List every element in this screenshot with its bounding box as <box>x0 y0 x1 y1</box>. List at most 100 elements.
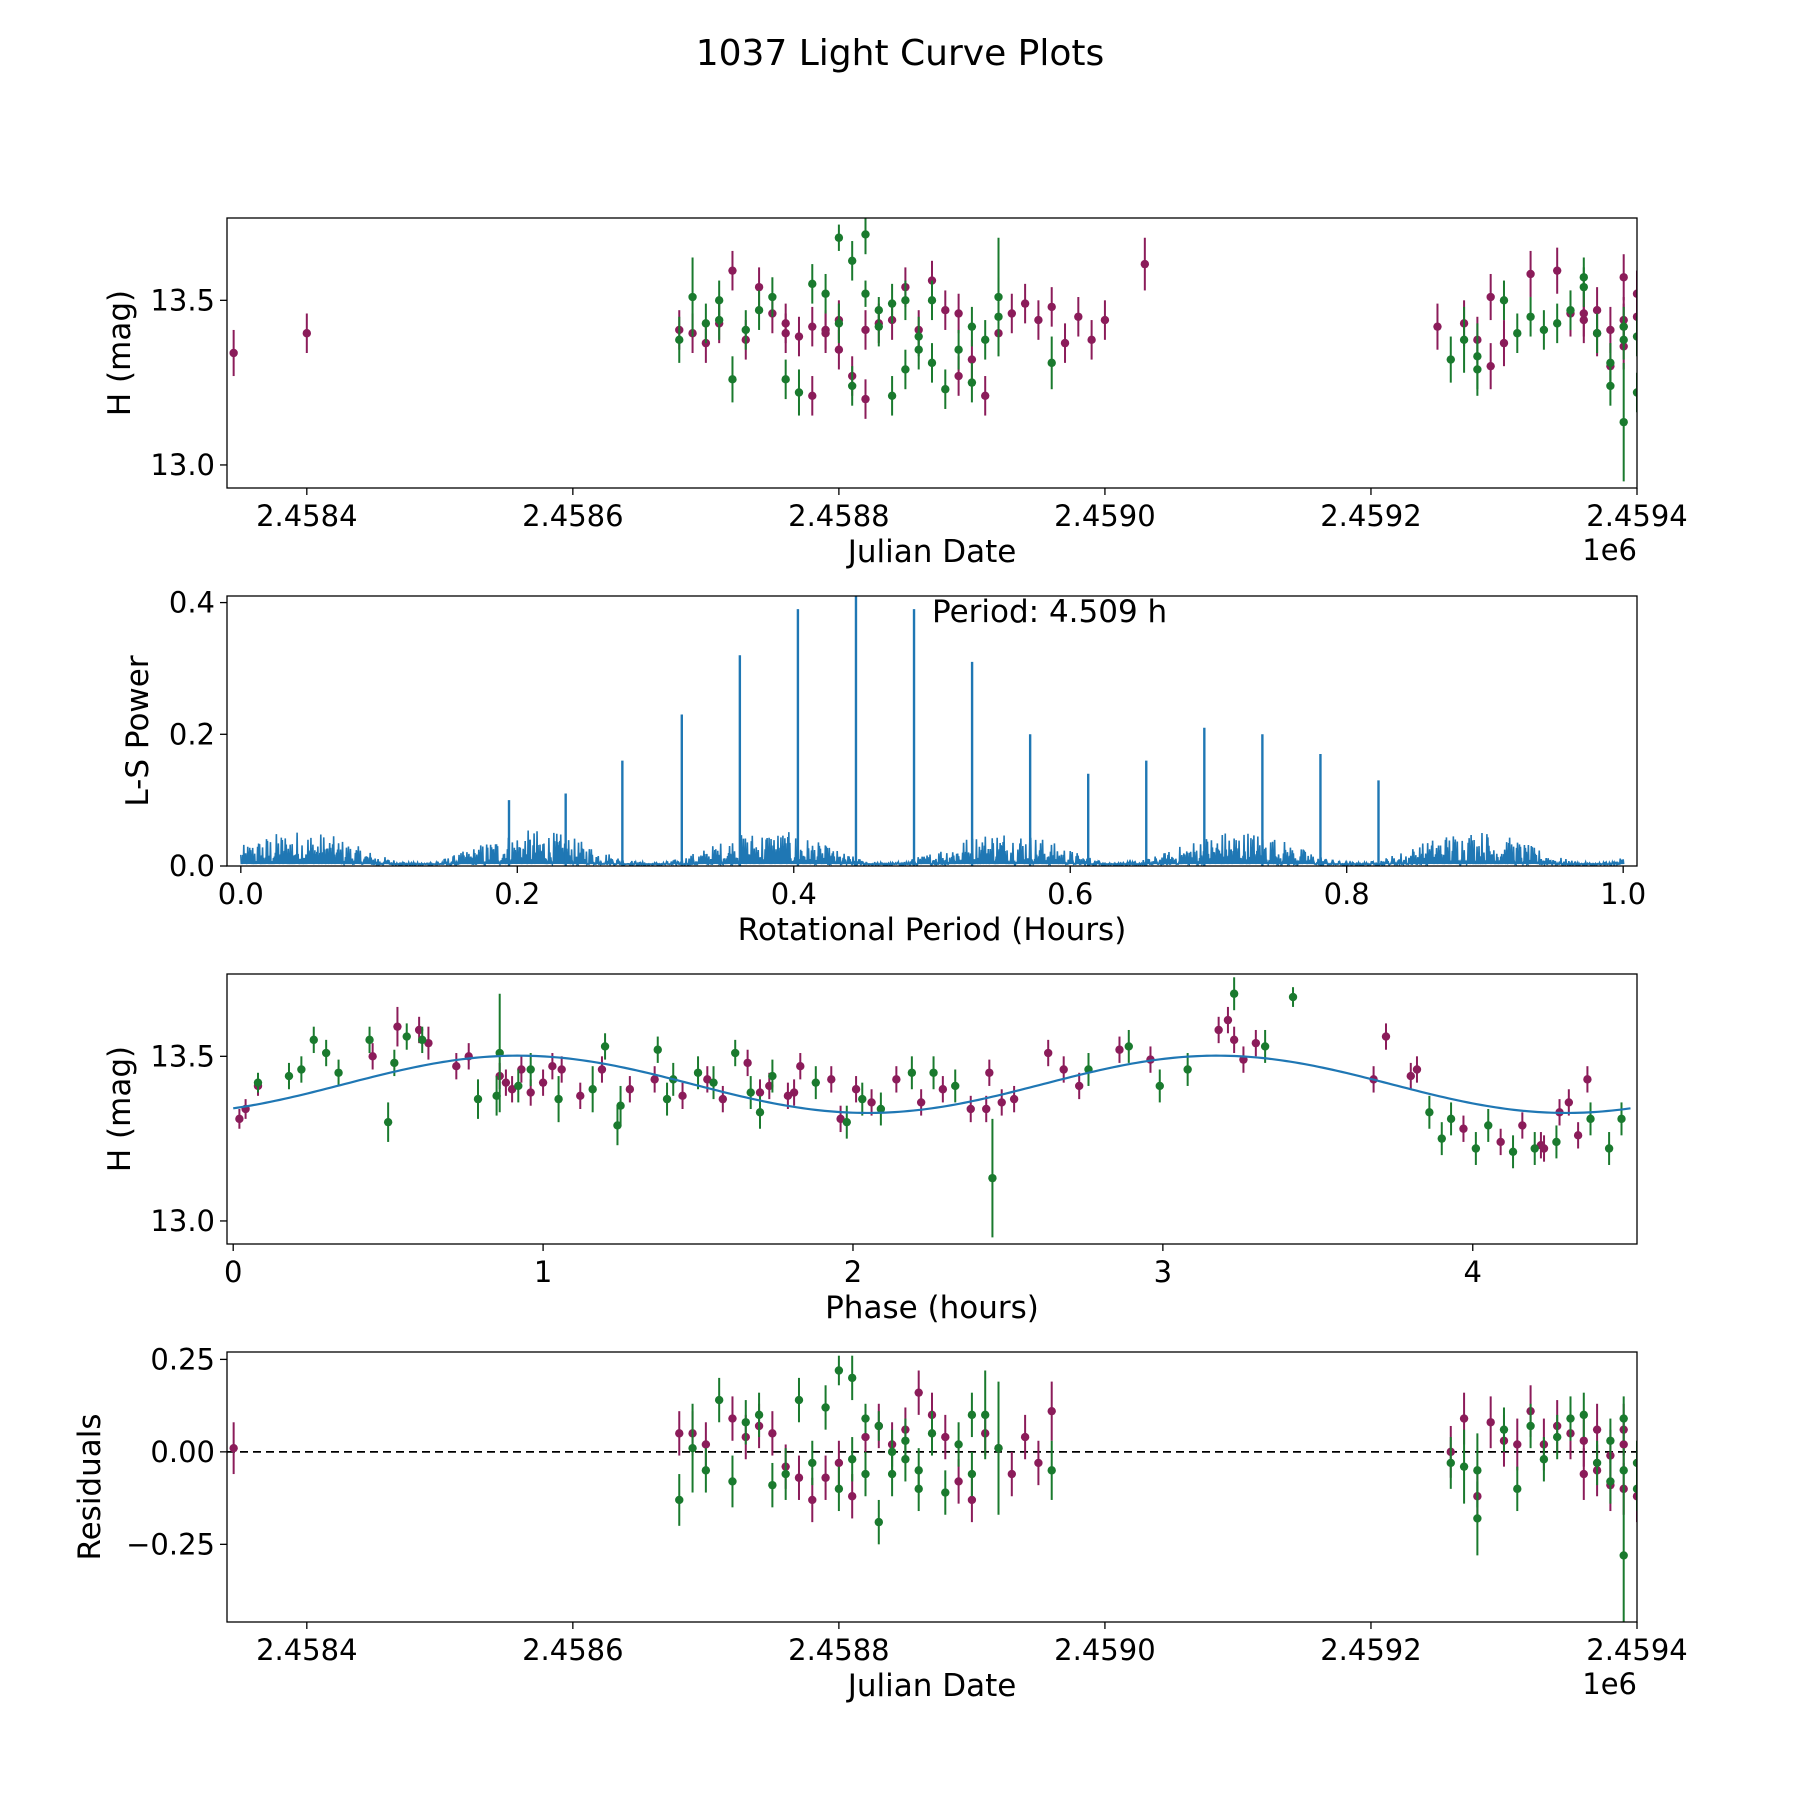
data-point-filter_a <box>1433 322 1442 331</box>
data-point-filter_b <box>887 299 897 308</box>
panel-residuals: 2.4584 2.4586 2.4588 2.4590 2.4592 2.4594 0.25… <box>72 1342 1688 1704</box>
data-point-filter_b <box>887 1469 897 1479</box>
data-point-filter_a <box>847 1492 857 1501</box>
data-point-filter_b <box>1124 1042 1133 1051</box>
data-point-filter_b <box>941 385 950 394</box>
data-point-filter_a <box>1020 1432 1030 1442</box>
data-point-filter_a <box>743 1058 752 1068</box>
data-point-filter_b <box>1437 1134 1446 1143</box>
data-point-filter_b <box>334 1068 343 1077</box>
data-point-filter_b <box>1047 1466 1056 1475</box>
data-point-filter_b <box>1473 1514 1482 1523</box>
data-point-filter_a <box>1459 1414 1469 1423</box>
data-point-filter_a <box>557 1065 566 1074</box>
data-point-filter_a <box>1659 303 1667 311</box>
data-point-filter_a <box>526 1088 535 1097</box>
y-tick-label: 0.25 <box>150 1342 215 1376</box>
data-point-filter_b <box>746 1088 755 1097</box>
data-point-filter_b <box>321 1048 331 1058</box>
x-tick-label: 1.0 <box>1600 877 1646 911</box>
data-point-filter_a <box>755 1088 765 1097</box>
data-point-filter_a <box>1646 388 1654 396</box>
data-point-filter_b <box>514 1081 523 1091</box>
data-point-filter_b <box>1446 355 1455 364</box>
data-point-filter_b <box>1539 1455 1549 1464</box>
data-point-filter_a <box>393 1022 402 1031</box>
data-point-filter_b <box>1566 1414 1575 1423</box>
data-point-filter_b <box>954 1440 963 1449</box>
data-point-filter_a <box>754 282 764 292</box>
data-point-filter_b <box>1288 992 1298 1002</box>
data-point-filter_b <box>1632 1458 1637 1468</box>
data-point-filter_a <box>982 1104 991 1114</box>
data-point-filter_b <box>1579 1410 1588 1420</box>
data-point-filter_a <box>1100 315 1110 325</box>
data-point-filter_a <box>1229 1035 1239 1045</box>
periodogram-noise-line <box>240 830 1625 866</box>
data-point-filter_a <box>1518 1121 1527 1130</box>
data-point-filter_b <box>1183 1065 1192 1074</box>
data-point-filter_b <box>988 1173 997 1183</box>
data-point-filter_a <box>678 1091 687 1101</box>
panel-phased: 0 1 2 3 4 13.0 13.5 Phase (hours) H (mag) <box>102 973 1638 1326</box>
data-point-filter_b <box>951 1081 960 1091</box>
y-tick-label: 13.0 <box>150 448 215 482</box>
x-tick-label: 0.4 <box>771 877 817 911</box>
data-point-filter_a <box>1007 1469 1017 1479</box>
data-point-filter_b <box>662 1094 672 1104</box>
data-point-filter_b <box>402 1032 411 1041</box>
data-point-filter_b <box>688 1443 697 1453</box>
periodogram-plot-area <box>240 596 1625 866</box>
data-point-filter_a <box>954 309 963 318</box>
data-point-filter_a <box>597 1065 607 1074</box>
data-point-filter_a <box>967 1495 977 1505</box>
data-point-filter_b <box>808 279 817 289</box>
lightcurve-offset-label: 1e6 <box>1582 533 1637 567</box>
data-point-filter_b <box>1513 1484 1522 1494</box>
data-point-filter_a <box>1060 338 1070 348</box>
data-point-filter_b <box>1484 1121 1493 1130</box>
data-point-filter_a <box>861 394 870 404</box>
data-point-filter_b <box>1619 1414 1628 1423</box>
x-tick-label: 2.4584 <box>256 499 357 533</box>
data-point-filter_b <box>927 1429 937 1438</box>
data-point-filter_b <box>1459 335 1469 345</box>
data-point-filter_a <box>1059 1065 1068 1074</box>
data-point-filter_b <box>1619 335 1628 345</box>
data-point-filter_a <box>783 1091 793 1101</box>
phased-ylabel: H (mag) <box>102 1046 138 1172</box>
data-point-filter_b <box>754 1410 764 1420</box>
data-point-filter_a <box>954 1477 963 1486</box>
data-point-filter_b <box>1592 1458 1602 1468</box>
data-point-filter_b <box>1632 332 1637 341</box>
data-point-filter_b <box>1425 1108 1434 1117</box>
data-point-filter_a <box>1486 292 1495 302</box>
data-point-filter_b <box>847 381 857 391</box>
phased-xlabel: Phase (hours) <box>825 1290 1039 1326</box>
residuals-plot-area <box>227 1355 1637 1622</box>
data-point-filter_a <box>1499 338 1509 348</box>
data-point-filter_b <box>741 325 750 335</box>
data-point-filter_a <box>675 1429 684 1438</box>
data-point-filter_b <box>808 1458 817 1468</box>
data-point-filter_b <box>1260 1042 1270 1051</box>
data-point-filter_a <box>507 1085 517 1094</box>
data-point-filter_b <box>876 1104 886 1114</box>
data-point-filter_b <box>1526 1421 1535 1431</box>
data-point-filter_b <box>927 358 937 368</box>
x-tick-label: 0.6 <box>1047 877 1093 911</box>
data-point-filter_a <box>576 1091 585 1101</box>
data-point-filter_a <box>1673 332 1681 340</box>
data-point-filter_b <box>253 1078 263 1087</box>
data-point-filter_b <box>653 1045 662 1054</box>
phased-axes: 0 1 2 3 4 13.0 13.5 <box>150 1039 1482 1289</box>
data-point-filter_b <box>927 296 937 305</box>
residuals-ylabel: Residuals <box>72 1413 108 1560</box>
data-point-filter_b <box>588 1085 597 1094</box>
lightcurve-xlabel: Julian Date <box>846 534 1017 570</box>
data-point-filter_b <box>847 256 857 266</box>
data-point-filter_b <box>901 365 910 374</box>
lightcurve-frame <box>226 217 1638 489</box>
data-point-filter_a <box>1034 1458 1043 1468</box>
data-point-filter_b <box>861 289 870 298</box>
